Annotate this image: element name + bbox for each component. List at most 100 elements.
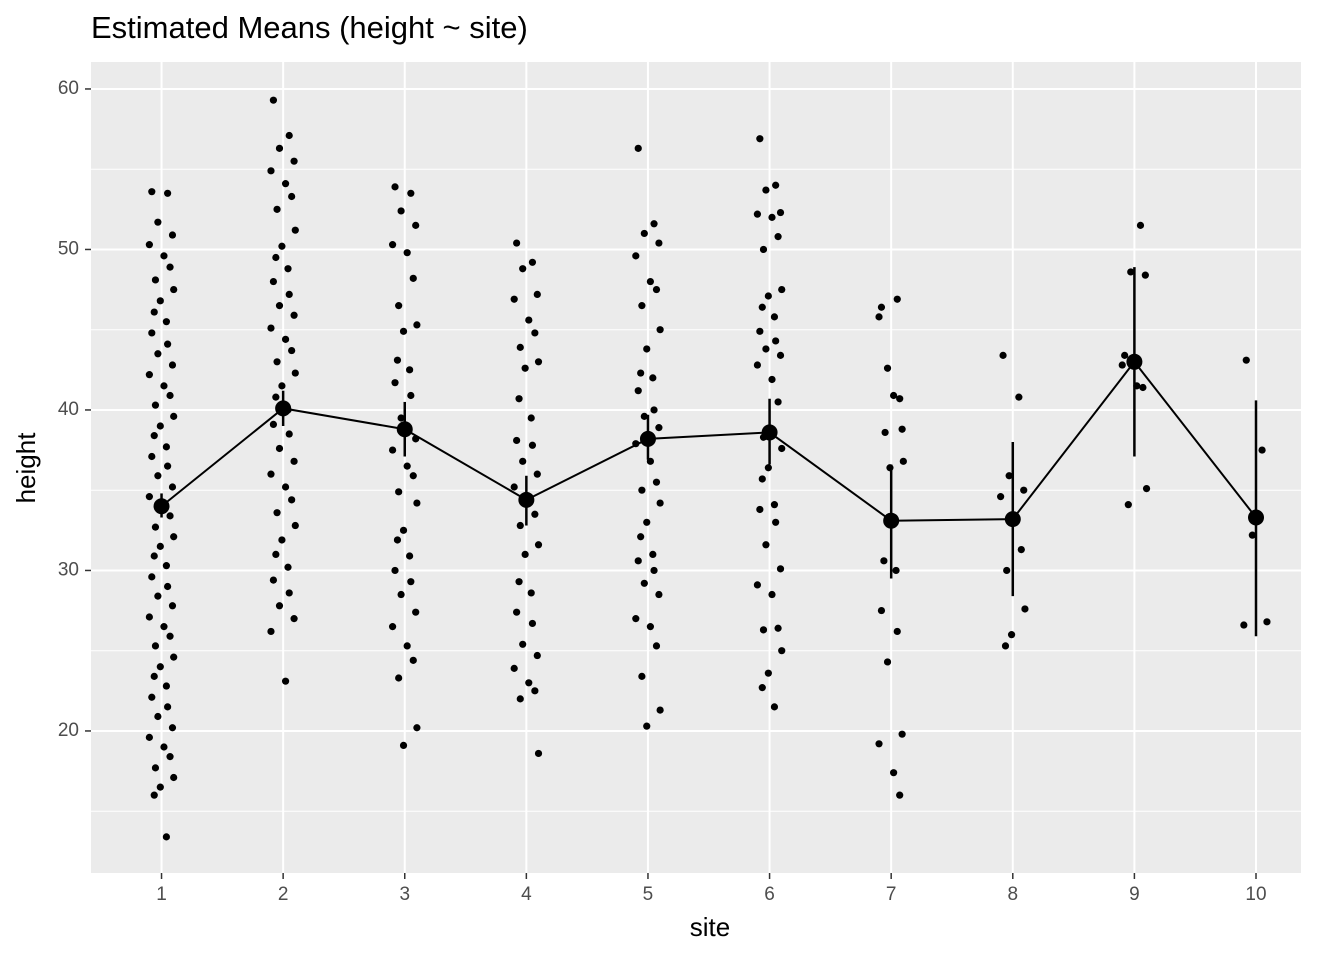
raw-point bbox=[1020, 486, 1028, 494]
raw-point bbox=[890, 769, 898, 777]
raw-point bbox=[896, 395, 904, 403]
raw-point bbox=[776, 565, 785, 573]
x-tick-label: 4 bbox=[521, 884, 532, 905]
raw-point bbox=[632, 615, 640, 623]
raw-point bbox=[154, 218, 162, 226]
raw-point bbox=[170, 653, 178, 661]
raw-point bbox=[164, 462, 172, 470]
raw-point bbox=[649, 374, 657, 382]
raw-point bbox=[516, 343, 524, 351]
raw-point bbox=[409, 656, 417, 664]
raw-point bbox=[758, 475, 766, 483]
raw-point bbox=[650, 566, 658, 575]
raw-point bbox=[275, 144, 284, 152]
raw-point bbox=[893, 627, 901, 636]
raw-point bbox=[753, 210, 762, 218]
raw-point bbox=[284, 265, 292, 273]
raw-point bbox=[1007, 631, 1016, 639]
raw-point bbox=[1139, 383, 1147, 392]
mean-point bbox=[1004, 511, 1021, 528]
raw-point bbox=[638, 672, 646, 680]
raw-point bbox=[391, 566, 399, 575]
raw-point bbox=[513, 239, 521, 247]
raw-point bbox=[267, 324, 275, 332]
raw-point bbox=[999, 351, 1007, 359]
raw-point bbox=[756, 327, 764, 335]
raw-point bbox=[533, 470, 541, 478]
mean-point bbox=[1126, 353, 1143, 370]
y-tick-label: 30 bbox=[58, 559, 79, 580]
raw-point bbox=[638, 302, 646, 310]
raw-point bbox=[521, 364, 529, 372]
chart-title: Estimated Means (height ~ site) bbox=[91, 10, 528, 45]
raw-point bbox=[528, 258, 537, 266]
raw-point bbox=[162, 833, 170, 841]
raw-point bbox=[652, 285, 661, 294]
raw-point bbox=[656, 706, 664, 714]
raw-point bbox=[148, 452, 156, 461]
raw-point bbox=[880, 557, 888, 565]
raw-point bbox=[156, 422, 164, 430]
raw-point bbox=[278, 382, 286, 390]
raw-point bbox=[170, 533, 178, 541]
raw-point bbox=[166, 753, 174, 761]
raw-point bbox=[288, 496, 296, 504]
raw-point bbox=[519, 457, 527, 465]
raw-point bbox=[753, 581, 762, 589]
raw-point bbox=[890, 391, 898, 400]
raw-point bbox=[275, 302, 284, 310]
raw-point bbox=[756, 505, 764, 514]
raw-point bbox=[637, 369, 645, 377]
raw-point bbox=[516, 521, 524, 530]
raw-point bbox=[1021, 605, 1029, 613]
raw-point bbox=[1127, 268, 1135, 276]
raw-point bbox=[1121, 351, 1129, 359]
raw-point bbox=[388, 241, 397, 249]
raw-point bbox=[534, 541, 543, 549]
raw-point bbox=[164, 582, 172, 591]
raw-point bbox=[997, 493, 1005, 501]
raw-point bbox=[145, 613, 153, 621]
raw-point bbox=[772, 181, 780, 189]
y-axis-title: height bbox=[11, 432, 41, 504]
raw-point bbox=[776, 351, 785, 359]
raw-point bbox=[285, 131, 293, 140]
raw-point bbox=[892, 566, 900, 575]
raw-point bbox=[170, 412, 178, 420]
raw-point bbox=[409, 274, 417, 282]
raw-point bbox=[285, 589, 293, 597]
raw-point bbox=[281, 335, 290, 343]
raw-point bbox=[407, 189, 415, 197]
raw-point bbox=[753, 361, 762, 369]
raw-point bbox=[151, 764, 160, 772]
raw-point bbox=[160, 623, 168, 631]
raw-point bbox=[151, 401, 160, 409]
raw-point bbox=[406, 366, 414, 374]
raw-point bbox=[413, 724, 421, 732]
raw-point bbox=[756, 135, 764, 143]
raw-point bbox=[764, 464, 772, 472]
raw-point bbox=[166, 263, 174, 271]
raw-point bbox=[877, 606, 886, 615]
raw-point bbox=[525, 316, 533, 324]
raw-point bbox=[774, 398, 782, 406]
raw-point bbox=[267, 470, 275, 478]
raw-point bbox=[151, 523, 160, 531]
raw-point bbox=[1017, 545, 1025, 554]
raw-point bbox=[272, 550, 280, 559]
raw-point bbox=[534, 749, 543, 758]
raw-point bbox=[291, 521, 299, 530]
raw-point bbox=[164, 340, 172, 348]
raw-point bbox=[166, 391, 174, 400]
raw-point bbox=[637, 533, 645, 541]
raw-point bbox=[510, 664, 518, 672]
raw-point bbox=[154, 592, 162, 600]
raw-point bbox=[1003, 566, 1011, 575]
raw-point bbox=[290, 457, 298, 465]
raw-point bbox=[776, 208, 785, 217]
raw-point bbox=[655, 424, 663, 432]
raw-point bbox=[148, 693, 156, 701]
raw-point bbox=[162, 443, 170, 451]
raw-point bbox=[393, 536, 402, 544]
raw-point bbox=[528, 619, 537, 628]
